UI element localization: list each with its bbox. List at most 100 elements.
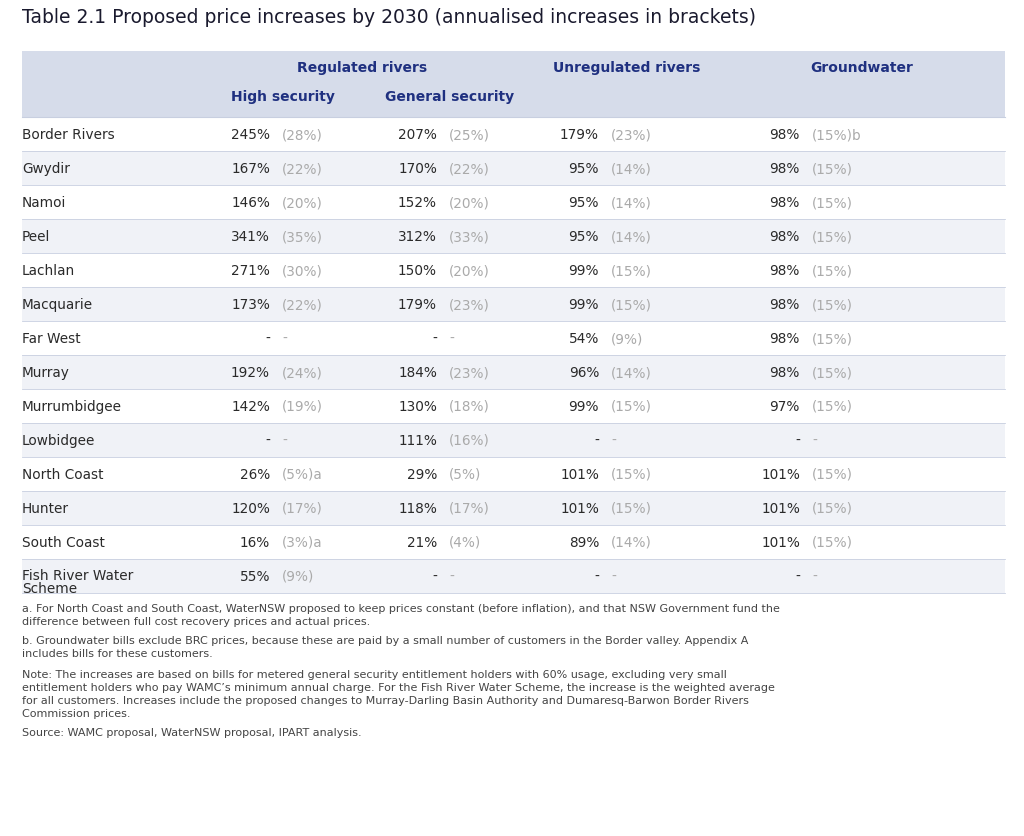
Text: (18%): (18%) — [449, 400, 489, 414]
Text: 98%: 98% — [770, 196, 800, 210]
Bar — [22, 52, 1005, 118]
Bar — [22, 322, 1005, 355]
Text: (15%): (15%) — [812, 467, 853, 482]
Text: (20%): (20%) — [282, 196, 323, 210]
Text: Peel: Peel — [22, 230, 50, 244]
Text: 341%: 341% — [231, 230, 270, 244]
Text: (24%): (24%) — [282, 365, 323, 380]
Bar — [22, 559, 1005, 594]
Text: 101%: 101% — [761, 535, 800, 549]
Text: (15%): (15%) — [812, 230, 853, 244]
Text: -: - — [282, 434, 287, 447]
Text: (25%): (25%) — [449, 128, 490, 142]
Text: (15%): (15%) — [611, 502, 652, 515]
Text: (5%): (5%) — [449, 467, 481, 482]
Text: 99%: 99% — [568, 400, 599, 414]
Text: 152%: 152% — [398, 196, 437, 210]
Text: (15%)b: (15%)b — [812, 128, 861, 142]
Text: (15%): (15%) — [812, 162, 853, 176]
Text: (15%): (15%) — [812, 332, 853, 345]
Text: 98%: 98% — [770, 298, 800, 312]
Text: Murrumbidgee: Murrumbidgee — [22, 400, 122, 414]
Text: Groundwater: Groundwater — [810, 61, 913, 75]
Text: -: - — [812, 434, 817, 447]
Text: (15%): (15%) — [812, 400, 853, 414]
Text: difference between full cost recovery prices and actual prices.: difference between full cost recovery pr… — [22, 616, 371, 626]
Text: (15%): (15%) — [812, 196, 853, 210]
Text: (15%): (15%) — [611, 298, 652, 312]
Text: 120%: 120% — [231, 502, 270, 515]
Text: -: - — [812, 569, 817, 584]
Text: (4%): (4%) — [449, 535, 481, 549]
Text: 170%: 170% — [398, 162, 437, 176]
Text: Fish River Water: Fish River Water — [22, 568, 133, 583]
Text: 98%: 98% — [770, 263, 800, 278]
Text: 245%: 245% — [231, 128, 270, 142]
Text: (22%): (22%) — [282, 162, 323, 176]
Text: (15%): (15%) — [812, 502, 853, 515]
Text: (17%): (17%) — [449, 502, 489, 515]
Bar — [22, 220, 1005, 253]
Text: 192%: 192% — [231, 365, 270, 380]
Text: -: - — [282, 332, 287, 345]
Text: (15%): (15%) — [812, 298, 853, 312]
Text: 271%: 271% — [231, 263, 270, 278]
Text: 54%: 54% — [568, 332, 599, 345]
Text: Scheme: Scheme — [22, 581, 77, 595]
Text: -: - — [594, 434, 599, 447]
Text: General security: General security — [385, 90, 515, 104]
Text: for all customers. Increases include the proposed changes to Murray-Darling Basi: for all customers. Increases include the… — [22, 696, 749, 705]
Text: Commission prices.: Commission prices. — [22, 708, 130, 718]
Text: (20%): (20%) — [449, 196, 489, 210]
Text: 142%: 142% — [231, 400, 270, 414]
Text: Border Rivers: Border Rivers — [22, 128, 115, 142]
Text: 98%: 98% — [770, 332, 800, 345]
Text: Lachlan: Lachlan — [22, 263, 75, 278]
Bar — [22, 390, 1005, 424]
Bar — [22, 186, 1005, 220]
Text: Note: The increases are based on bills for metered general security entitlement : Note: The increases are based on bills f… — [22, 669, 727, 679]
Text: 99%: 99% — [568, 298, 599, 312]
Text: (33%): (33%) — [449, 230, 489, 244]
Text: Lowbidgee: Lowbidgee — [22, 434, 95, 447]
Text: -: - — [432, 569, 437, 584]
Bar — [22, 424, 1005, 457]
Text: High security: High security — [230, 90, 335, 104]
Text: Namoi: Namoi — [22, 196, 67, 210]
Text: Unregulated rivers: Unregulated rivers — [553, 61, 700, 75]
Text: -: - — [449, 569, 454, 584]
Text: (28%): (28%) — [282, 128, 323, 142]
Bar — [22, 525, 1005, 559]
Text: Source: WAMC proposal, WaterNSW proposal, IPART analysis.: Source: WAMC proposal, WaterNSW proposal… — [22, 727, 361, 737]
Text: (23%): (23%) — [611, 128, 652, 142]
Text: includes bills for these customers.: includes bills for these customers. — [22, 648, 213, 658]
Text: (15%): (15%) — [812, 535, 853, 549]
Text: 101%: 101% — [761, 467, 800, 482]
Text: 101%: 101% — [560, 502, 599, 515]
Text: Macquarie: Macquarie — [22, 298, 93, 312]
Text: Far West: Far West — [22, 332, 81, 345]
Text: 130%: 130% — [398, 400, 437, 414]
Text: (14%): (14%) — [611, 535, 652, 549]
Text: 16%: 16% — [240, 535, 270, 549]
Text: (15%): (15%) — [611, 400, 652, 414]
Text: (5%)a: (5%)a — [282, 467, 323, 482]
Text: (22%): (22%) — [449, 162, 489, 176]
Text: 98%: 98% — [770, 365, 800, 380]
Text: (9%): (9%) — [282, 569, 314, 584]
Text: (23%): (23%) — [449, 365, 489, 380]
Text: 55%: 55% — [240, 569, 270, 584]
Text: -: - — [611, 569, 615, 584]
Text: -: - — [795, 569, 800, 584]
Text: (16%): (16%) — [449, 434, 489, 447]
Text: (15%): (15%) — [812, 263, 853, 278]
Text: 118%: 118% — [398, 502, 437, 515]
Bar — [22, 492, 1005, 525]
Text: 99%: 99% — [568, 263, 599, 278]
Text: (23%): (23%) — [449, 298, 489, 312]
Text: 95%: 95% — [568, 196, 599, 210]
Bar — [22, 457, 1005, 492]
Text: Murray: Murray — [22, 365, 70, 380]
Text: -: - — [594, 569, 599, 584]
Text: Gwydir: Gwydir — [22, 162, 70, 176]
